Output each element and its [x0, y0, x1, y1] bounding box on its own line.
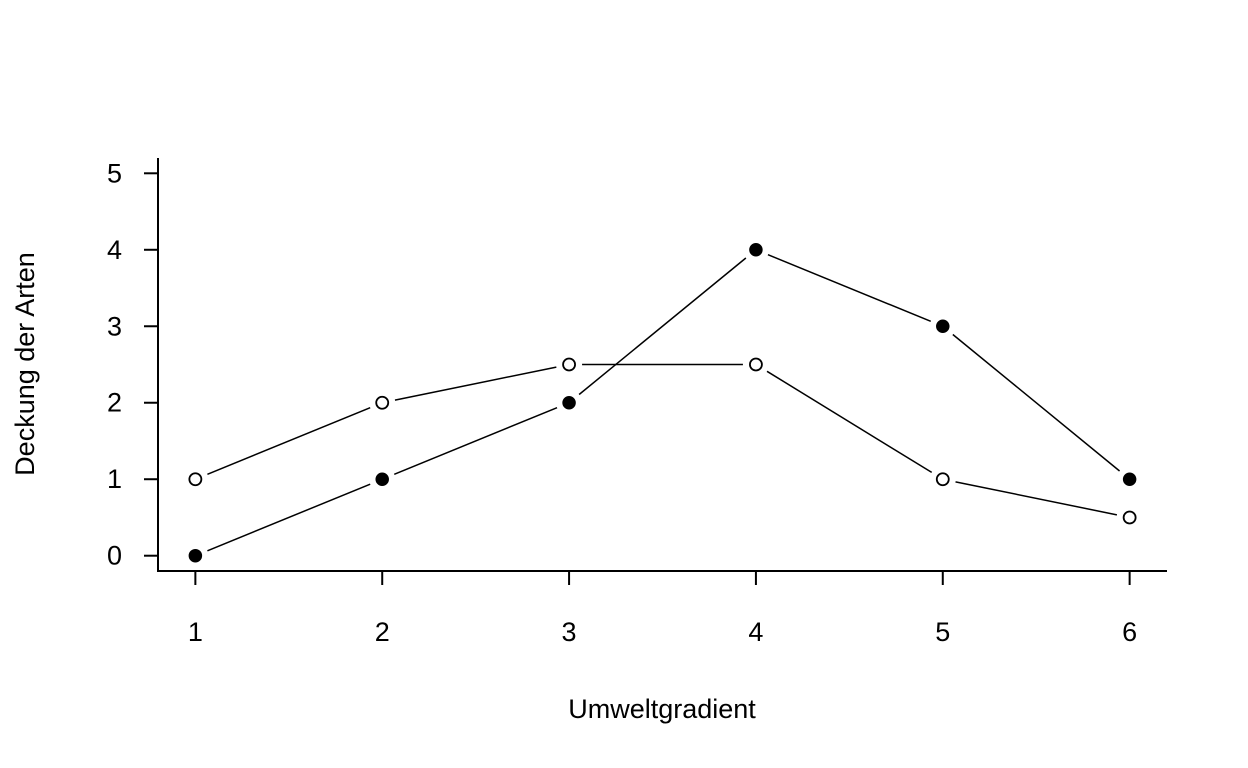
y-tick-label: 4 — [107, 235, 122, 265]
series-1-segment — [952, 333, 1121, 472]
series-1-point — [749, 243, 763, 257]
series-2-point — [749, 357, 763, 372]
series-1-point — [188, 548, 203, 563]
series-1-segment — [767, 254, 932, 323]
x-tick-label: 6 — [1122, 617, 1137, 647]
series-1-segment — [207, 483, 371, 552]
x-tick-label: 5 — [935, 617, 950, 647]
x-tick-label: 2 — [375, 617, 390, 647]
series-2-segment — [766, 370, 933, 474]
series-1-segment — [578, 257, 747, 396]
series-1-point — [375, 472, 389, 486]
y-tick-label: 0 — [107, 541, 122, 571]
series-2-point — [1122, 510, 1137, 525]
series-2-segment — [207, 406, 371, 475]
x-axis-title: Umweltgradient — [568, 694, 756, 724]
series-1-point — [936, 319, 950, 334]
series-1-point — [1122, 472, 1137, 486]
y-tick-label: 3 — [107, 311, 122, 341]
series-2-segment — [955, 481, 1118, 516]
x-tick-label: 4 — [748, 617, 763, 647]
y-tick-label: 5 — [107, 158, 122, 188]
x-tick-label: 1 — [188, 617, 203, 647]
x-tick-label: 3 — [562, 617, 577, 647]
series-2-segment — [394, 366, 557, 401]
y-tick-label: 2 — [107, 388, 122, 418]
axis-frame — [157, 158, 1167, 572]
y-axis-title: Deckung der Arten — [10, 252, 40, 476]
series-2-point — [562, 357, 576, 372]
series-2-point — [375, 395, 390, 410]
series-1-segment — [393, 406, 558, 475]
axes: 0 1 2 3 4 5 1 2 3 4 5 6 — [107, 158, 1167, 647]
series-2 — [188, 357, 1137, 525]
series-2-point — [188, 472, 203, 487]
y-tick-label: 1 — [107, 464, 122, 494]
series-1-point — [562, 395, 576, 410]
series-group — [188, 243, 1137, 563]
series-2-point — [935, 472, 950, 487]
series-1 — [188, 243, 1137, 563]
